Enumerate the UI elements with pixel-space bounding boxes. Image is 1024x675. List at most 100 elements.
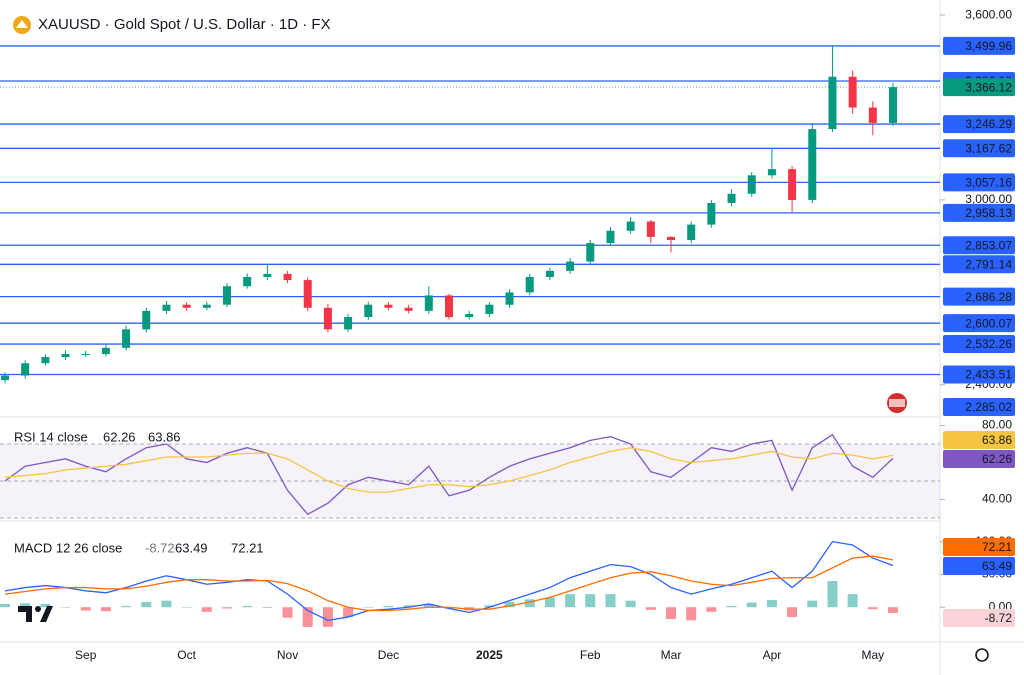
x-tick-label: Dec — [378, 648, 399, 662]
signal-label-box — [943, 538, 1015, 556]
macd-legend-value: 63.49 — [175, 540, 208, 555]
rsi-legend-value: 62.26 — [103, 429, 136, 444]
macd-label: 63.49 — [982, 559, 1012, 573]
macd-hist-label-box — [943, 609, 1015, 627]
tv-logo-part — [40, 606, 53, 622]
macd-histogram-bar — [605, 594, 616, 608]
level-label: 3,167.62 — [965, 141, 1012, 155]
x-tick-label: Nov — [277, 648, 298, 662]
level-label: 3,499.96 — [965, 39, 1012, 53]
macd-histogram-bar — [706, 607, 717, 612]
candle-body — [404, 307, 413, 311]
candle-body — [586, 243, 595, 262]
macd-histogram-bar — [544, 597, 555, 608]
macd-histogram-bar — [484, 605, 495, 608]
candle-body — [828, 76, 837, 130]
macd-histogram-bar — [888, 607, 898, 613]
candle-body — [243, 276, 252, 287]
settings-icon[interactable] — [975, 648, 989, 662]
candle-body — [445, 295, 453, 318]
candle-body — [101, 347, 110, 354]
level-label-box — [943, 36, 1015, 55]
signal-legend-value: 72.21 — [231, 540, 264, 555]
macd-histogram-bar — [20, 603, 31, 608]
macd-line — [4, 555, 894, 612]
candle-body — [81, 353, 90, 355]
candle-body — [747, 175, 756, 194]
macd-histogram-bar — [746, 602, 757, 608]
level-label-box — [943, 255, 1015, 274]
macd-histogram-bar — [181, 607, 192, 608]
level-label: 2,791.14 — [965, 257, 1012, 271]
macd-histogram-bar — [363, 607, 374, 608]
candle-body — [41, 357, 50, 364]
level-label-box — [943, 173, 1015, 192]
macd-histogram-bar — [666, 607, 676, 620]
macd-label-box — [943, 557, 1015, 575]
macd-histogram-bar — [524, 599, 535, 608]
macd-histogram-bar — [302, 607, 313, 627]
macd-histogram-bar — [161, 600, 172, 608]
level-label-box — [943, 115, 1015, 134]
macd-hist-legend-value: -8.72 — [145, 540, 175, 555]
level-label: 3,057.16 — [965, 176, 1012, 190]
level-label-box — [943, 139, 1015, 158]
rsi-ma-label: 63.86 — [982, 433, 1012, 447]
rsi-ma-legend-value: 63.86 — [148, 429, 181, 444]
level-label: 2,853.07 — [965, 238, 1012, 252]
macd-histogram-bar — [787, 607, 798, 618]
candle-body — [21, 363, 30, 376]
candle-body — [465, 313, 474, 318]
y-tick-label: 40.00 — [982, 492, 1012, 506]
level-label-box — [943, 398, 1015, 416]
candle-body — [788, 169, 797, 200]
macd-histogram-bar — [242, 605, 253, 608]
candle-body — [424, 295, 433, 311]
last-price-label: 3,366.12 — [965, 80, 1012, 94]
candle-body — [61, 353, 70, 358]
candle-body — [303, 280, 312, 308]
candle-body — [687, 224, 696, 241]
macd-histogram-bar — [282, 607, 293, 618]
candle-body — [384, 304, 393, 308]
level-label-box — [943, 365, 1015, 384]
macd-histogram-bar — [141, 601, 152, 608]
candle-body — [848, 76, 857, 108]
candle-body — [182, 304, 191, 308]
level-label: 2,686.28 — [965, 290, 1012, 304]
candle-body — [283, 273, 292, 281]
candle-body — [485, 304, 494, 314]
x-tick-label: Mar — [661, 648, 682, 662]
candle-body — [889, 87, 897, 123]
candle-body — [344, 317, 353, 330]
macd-histogram-bar — [847, 594, 858, 608]
macd-histogram-bar — [585, 594, 596, 608]
candle-body — [525, 276, 534, 293]
macd-histogram-bar — [40, 603, 51, 608]
candle-body — [364, 304, 373, 318]
macd-histogram-bar — [0, 603, 10, 608]
candle-body — [263, 273, 272, 277]
macd-histogram-bar — [726, 605, 737, 608]
candle-body — [323, 307, 332, 330]
candle-body — [808, 129, 817, 200]
macd-histogram-bar — [645, 607, 656, 610]
rsi-ma-label-box — [943, 431, 1015, 449]
candle-body — [545, 270, 554, 277]
x-tick-label: Feb — [580, 648, 601, 662]
macd-histogram-bar — [766, 600, 777, 608]
candle-body — [505, 292, 514, 305]
tv-logo-part — [18, 606, 32, 622]
macd-histogram-bar — [807, 600, 818, 608]
macd-histogram-bar — [383, 605, 394, 608]
macd-legend-title: MACD 12 26 close — [14, 540, 122, 555]
candle-body — [1, 375, 9, 381]
y-tick-label: 80.00 — [982, 418, 1012, 432]
macd-line — [4, 540, 894, 622]
level-label-box — [943, 314, 1015, 333]
macd-histogram-bar — [322, 607, 333, 627]
candle-body — [122, 329, 131, 348]
candle-body — [626, 221, 635, 231]
